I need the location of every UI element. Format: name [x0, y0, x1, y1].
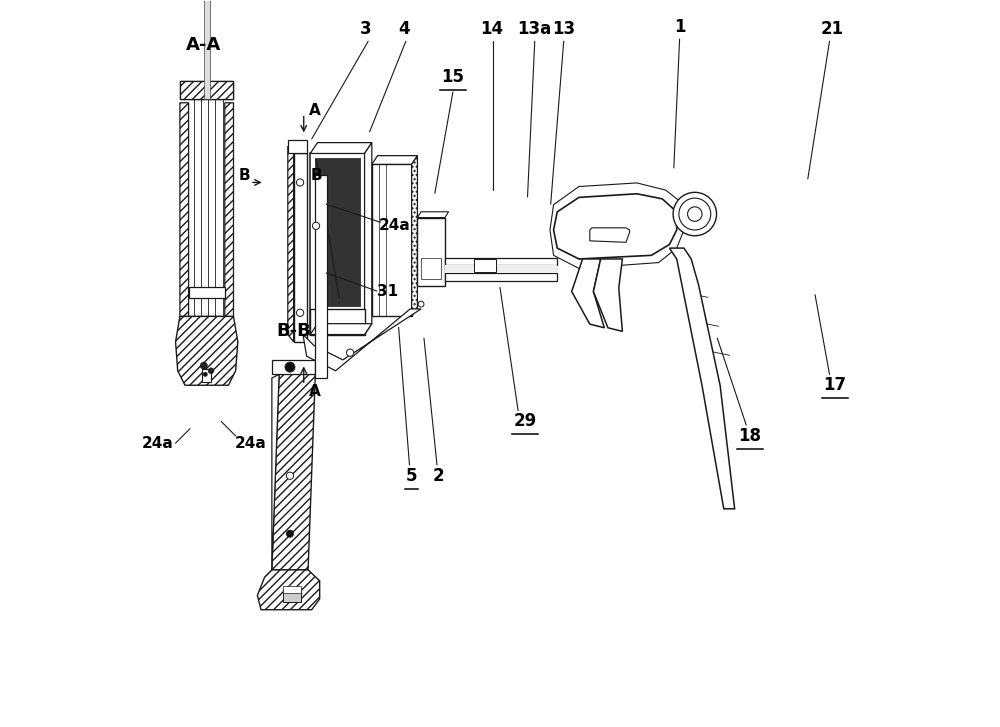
Polygon shape — [412, 156, 417, 316]
Polygon shape — [417, 212, 449, 217]
Text: 24a: 24a — [379, 218, 411, 233]
Text: 2: 2 — [433, 467, 444, 485]
Circle shape — [203, 372, 207, 377]
Circle shape — [679, 198, 711, 230]
Circle shape — [286, 472, 294, 479]
Text: 29: 29 — [514, 412, 537, 430]
Text: B: B — [239, 168, 250, 182]
Circle shape — [286, 530, 294, 537]
Bar — [294, 153, 307, 342]
Bar — [315, 158, 360, 305]
Polygon shape — [593, 259, 622, 332]
Polygon shape — [180, 316, 233, 356]
Bar — [180, 81, 233, 99]
Polygon shape — [303, 309, 421, 371]
Text: 14: 14 — [480, 20, 503, 38]
Text: 13: 13 — [552, 20, 575, 38]
Circle shape — [296, 309, 304, 316]
Circle shape — [208, 368, 214, 374]
Text: 24a: 24a — [142, 435, 173, 451]
Text: 5: 5 — [406, 467, 417, 485]
Bar — [288, 140, 307, 153]
Text: 15: 15 — [441, 68, 464, 87]
Bar — [445, 265, 557, 273]
Bar — [310, 153, 365, 334]
Bar — [204, 0, 210, 99]
Bar — [272, 360, 315, 374]
Polygon shape — [590, 228, 630, 242]
Text: 21: 21 — [820, 20, 843, 38]
Bar — [421, 258, 441, 278]
Text: 18: 18 — [738, 427, 761, 445]
Circle shape — [673, 193, 717, 236]
Polygon shape — [272, 374, 279, 570]
Circle shape — [418, 301, 424, 307]
Bar — [445, 273, 557, 281]
Polygon shape — [180, 103, 189, 327]
Bar — [474, 259, 496, 272]
Polygon shape — [669, 248, 735, 509]
Text: A: A — [309, 384, 320, 398]
Polygon shape — [310, 142, 372, 153]
Circle shape — [688, 206, 702, 221]
Polygon shape — [272, 374, 315, 570]
Bar — [189, 287, 225, 298]
Bar — [315, 175, 327, 378]
Bar — [180, 81, 233, 99]
Polygon shape — [225, 103, 233, 327]
Text: A: A — [309, 103, 320, 118]
Text: 24a: 24a — [234, 435, 266, 451]
Polygon shape — [310, 324, 372, 334]
Circle shape — [346, 349, 354, 356]
Text: B: B — [310, 168, 322, 182]
Bar — [202, 369, 211, 382]
Polygon shape — [365, 142, 372, 334]
Bar — [372, 164, 412, 316]
Bar — [417, 217, 445, 286]
Bar — [310, 309, 365, 334]
Polygon shape — [176, 316, 238, 385]
Circle shape — [200, 362, 207, 369]
Circle shape — [312, 222, 320, 230]
Polygon shape — [288, 146, 294, 342]
Text: 17: 17 — [823, 377, 846, 394]
Text: 13a: 13a — [518, 20, 552, 38]
Polygon shape — [372, 156, 417, 164]
Text: A-A: A-A — [185, 36, 221, 54]
Circle shape — [296, 179, 304, 186]
Circle shape — [285, 362, 295, 372]
Polygon shape — [257, 570, 320, 610]
Bar — [445, 257, 557, 265]
Text: 3: 3 — [360, 20, 372, 38]
Bar — [283, 586, 301, 593]
Bar — [283, 590, 301, 603]
Text: 31: 31 — [377, 284, 398, 299]
Text: 1: 1 — [674, 17, 685, 36]
Text: B-B: B-B — [276, 322, 311, 340]
Text: 4: 4 — [399, 20, 410, 38]
Polygon shape — [572, 259, 604, 328]
Polygon shape — [554, 194, 677, 259]
